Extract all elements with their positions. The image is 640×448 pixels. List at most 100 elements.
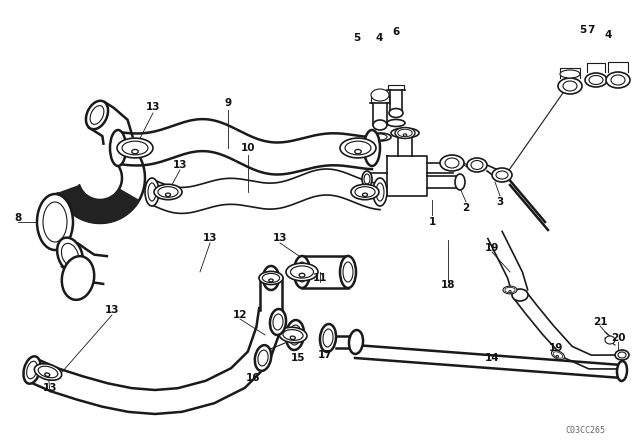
Text: 9: 9 bbox=[225, 98, 232, 108]
Ellipse shape bbox=[606, 72, 630, 88]
Ellipse shape bbox=[323, 329, 333, 347]
Text: 11: 11 bbox=[313, 273, 327, 283]
Ellipse shape bbox=[371, 89, 389, 101]
Text: 13: 13 bbox=[43, 383, 57, 393]
Ellipse shape bbox=[455, 174, 465, 190]
Ellipse shape bbox=[158, 187, 178, 197]
Ellipse shape bbox=[291, 336, 295, 340]
Ellipse shape bbox=[505, 287, 515, 293]
Ellipse shape bbox=[376, 183, 384, 201]
Text: 5: 5 bbox=[353, 33, 360, 43]
Text: 3: 3 bbox=[497, 197, 504, 207]
Ellipse shape bbox=[273, 314, 283, 330]
Ellipse shape bbox=[403, 134, 407, 136]
Ellipse shape bbox=[299, 273, 305, 277]
Ellipse shape bbox=[283, 330, 303, 340]
Ellipse shape bbox=[558, 78, 582, 94]
Text: 14: 14 bbox=[484, 353, 499, 363]
Ellipse shape bbox=[611, 75, 625, 85]
Text: 12: 12 bbox=[233, 310, 247, 320]
Ellipse shape bbox=[37, 194, 73, 250]
Text: 17: 17 bbox=[317, 350, 332, 360]
Text: 19: 19 bbox=[549, 343, 563, 353]
Ellipse shape bbox=[259, 271, 283, 284]
Ellipse shape bbox=[355, 187, 375, 197]
Ellipse shape bbox=[398, 129, 412, 137]
Ellipse shape bbox=[258, 350, 268, 366]
Ellipse shape bbox=[503, 286, 517, 294]
Ellipse shape bbox=[263, 266, 279, 290]
Text: 5: 5 bbox=[579, 25, 587, 35]
Text: 4: 4 bbox=[375, 33, 383, 43]
Ellipse shape bbox=[255, 345, 271, 371]
Ellipse shape bbox=[440, 155, 464, 171]
Ellipse shape bbox=[471, 160, 483, 169]
Ellipse shape bbox=[110, 130, 126, 166]
Ellipse shape bbox=[387, 120, 405, 126]
Text: 2: 2 bbox=[462, 203, 470, 213]
Ellipse shape bbox=[373, 178, 387, 206]
Ellipse shape bbox=[364, 130, 380, 166]
Ellipse shape bbox=[148, 183, 156, 201]
Text: 6: 6 bbox=[392, 27, 399, 37]
Ellipse shape bbox=[45, 373, 50, 376]
Ellipse shape bbox=[364, 174, 370, 184]
Ellipse shape bbox=[589, 76, 603, 85]
Text: 20: 20 bbox=[611, 333, 625, 343]
Ellipse shape bbox=[145, 178, 159, 206]
Ellipse shape bbox=[554, 352, 563, 358]
Ellipse shape bbox=[269, 279, 273, 282]
Ellipse shape bbox=[289, 325, 301, 345]
Ellipse shape bbox=[86, 101, 108, 129]
Text: 18: 18 bbox=[441, 280, 455, 290]
Text: 1: 1 bbox=[428, 217, 436, 227]
Ellipse shape bbox=[355, 150, 361, 154]
Ellipse shape bbox=[373, 120, 387, 130]
Ellipse shape bbox=[90, 106, 104, 125]
Ellipse shape bbox=[389, 108, 403, 117]
Text: 15: 15 bbox=[291, 353, 305, 363]
Ellipse shape bbox=[467, 158, 487, 172]
Text: 8: 8 bbox=[14, 213, 22, 223]
Ellipse shape bbox=[395, 128, 415, 138]
Ellipse shape bbox=[320, 324, 336, 352]
Ellipse shape bbox=[373, 134, 387, 140]
Text: 13: 13 bbox=[203, 233, 217, 243]
Text: 13: 13 bbox=[105, 305, 119, 315]
Ellipse shape bbox=[294, 256, 310, 288]
Ellipse shape bbox=[286, 263, 318, 281]
Ellipse shape bbox=[349, 330, 363, 354]
Text: 4: 4 bbox=[604, 30, 612, 40]
Ellipse shape bbox=[62, 256, 94, 300]
Ellipse shape bbox=[563, 81, 577, 91]
Text: 10: 10 bbox=[241, 143, 255, 153]
Ellipse shape bbox=[132, 150, 138, 154]
Ellipse shape bbox=[445, 158, 459, 168]
Ellipse shape bbox=[35, 364, 61, 380]
Ellipse shape bbox=[343, 262, 353, 282]
Ellipse shape bbox=[43, 202, 67, 242]
Ellipse shape bbox=[351, 184, 379, 200]
Ellipse shape bbox=[615, 350, 629, 360]
Ellipse shape bbox=[496, 171, 508, 179]
Ellipse shape bbox=[61, 243, 79, 267]
Ellipse shape bbox=[279, 327, 307, 343]
Ellipse shape bbox=[38, 366, 58, 378]
Text: 16: 16 bbox=[246, 373, 260, 383]
Text: 21: 21 bbox=[593, 317, 607, 327]
Ellipse shape bbox=[512, 289, 528, 301]
Ellipse shape bbox=[605, 336, 615, 344]
Ellipse shape bbox=[297, 262, 307, 282]
Ellipse shape bbox=[57, 237, 83, 272]
Ellipse shape bbox=[369, 133, 391, 141]
Ellipse shape bbox=[340, 138, 376, 158]
Polygon shape bbox=[58, 185, 139, 223]
Text: 13: 13 bbox=[173, 160, 188, 170]
Ellipse shape bbox=[617, 361, 627, 381]
Ellipse shape bbox=[345, 141, 371, 155]
Ellipse shape bbox=[166, 193, 170, 197]
Text: 13: 13 bbox=[273, 233, 287, 243]
Ellipse shape bbox=[556, 355, 559, 357]
Text: 13: 13 bbox=[146, 102, 160, 112]
Text: 19: 19 bbox=[485, 243, 499, 253]
